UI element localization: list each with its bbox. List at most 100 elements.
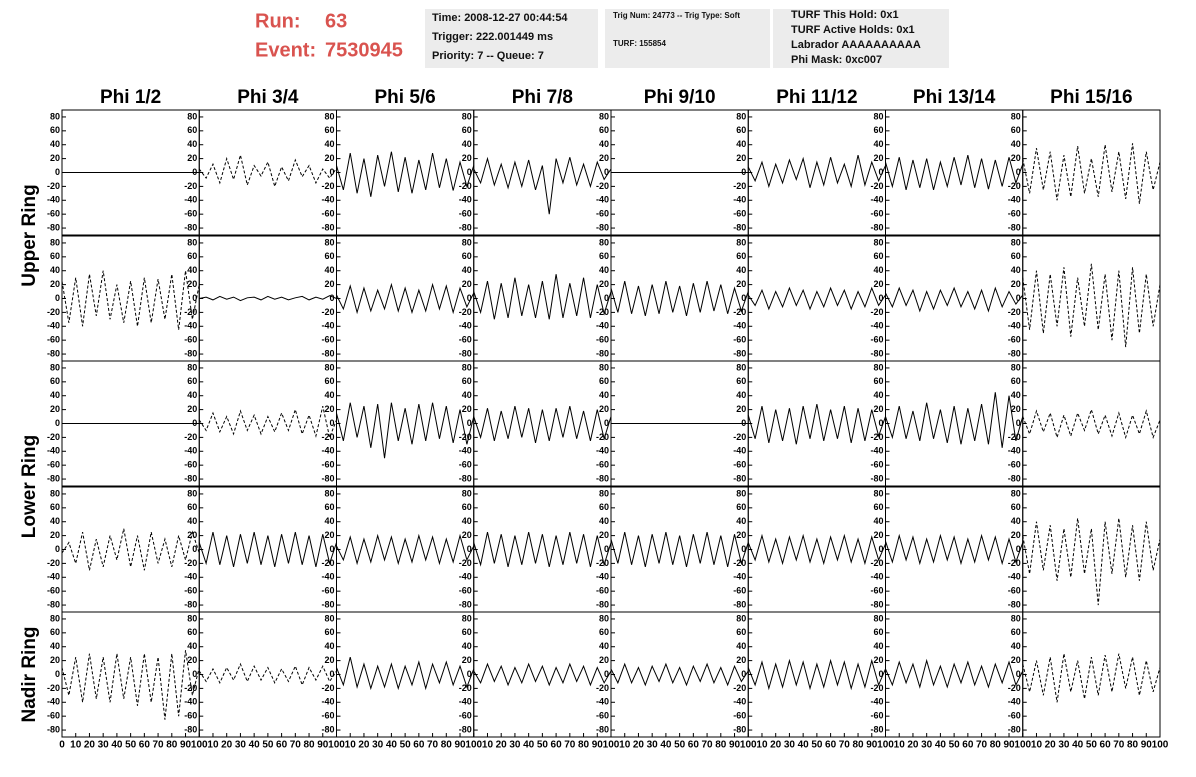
- y-tick-label: 40: [736, 641, 746, 651]
- y-tick-label: 0: [55, 167, 60, 177]
- trig-num: Trig Num: 24773 -- Trig Type: Soft: [613, 11, 740, 20]
- x-tick-label: 70: [153, 740, 165, 751]
- waveform: [747, 286, 886, 311]
- y-tick-label: -80: [870, 724, 883, 734]
- y-tick-label: 0: [741, 167, 746, 177]
- y-tick-label: -60: [184, 460, 197, 470]
- y-tick-label: 60: [187, 251, 197, 261]
- y-tick-label: 20: [324, 279, 334, 289]
- y-tick-label: 20: [50, 153, 60, 163]
- y-tick-label: -40: [870, 572, 883, 582]
- y-tick-label: -20: [47, 181, 60, 191]
- y-tick-label: -80: [321, 599, 334, 609]
- y-tick-label: -60: [870, 586, 883, 596]
- y-tick-label: 20: [873, 404, 883, 414]
- x-tick-label: 10: [894, 740, 906, 751]
- x-tick-label: 40: [249, 740, 261, 751]
- x-tick-label: 50: [400, 740, 412, 751]
- x-tick-label: 10: [482, 740, 494, 751]
- x-tick-label: 30: [372, 740, 384, 751]
- y-tick-label: -60: [870, 460, 883, 470]
- y-tick-label: -20: [321, 307, 334, 317]
- y-tick-label: 40: [599, 139, 609, 149]
- y-tick-label: -20: [733, 307, 746, 317]
- y-tick-label: 0: [1016, 669, 1021, 679]
- y-tick-label: 40: [599, 641, 609, 651]
- waveform: [473, 156, 612, 215]
- y-tick-label: 60: [324, 376, 334, 386]
- y-tick-label: -80: [733, 473, 746, 483]
- waveform: [885, 286, 1024, 313]
- y-tick-label: 20: [599, 279, 609, 289]
- y-tick-label: 80: [1011, 362, 1021, 372]
- y-tick-label: 0: [604, 167, 609, 177]
- column-label: Phi 11/12: [776, 87, 857, 108]
- x-tick-label: 80: [1127, 740, 1139, 751]
- x-tick-label: 70: [976, 740, 988, 751]
- y-tick-label: 0: [1016, 418, 1021, 428]
- y-tick-label: 20: [462, 404, 472, 414]
- y-tick-label: -60: [596, 209, 609, 219]
- y-tick-label: 40: [1011, 516, 1021, 526]
- y-tick-label: -20: [596, 558, 609, 568]
- y-tick-label: -80: [733, 599, 746, 609]
- x-tick-label: 50: [262, 740, 274, 751]
- y-tick-label: -20: [870, 683, 883, 693]
- y-tick-label: -40: [596, 697, 609, 707]
- x-tick-label: 50: [1086, 740, 1098, 751]
- y-tick-label: 80: [736, 362, 746, 372]
- x-tick-label: 20: [221, 740, 233, 751]
- y-tick-label: -60: [733, 711, 746, 721]
- x-tick-label: 30: [921, 740, 933, 751]
- waveform: [473, 532, 612, 567]
- y-tick-label: -80: [870, 599, 883, 609]
- column-label: Phi 9/10: [644, 87, 716, 108]
- y-tick-label: 80: [462, 111, 472, 121]
- x-tick-label: 80: [441, 740, 453, 751]
- y-tick-label: 20: [50, 279, 60, 289]
- y-tick-label: -40: [47, 321, 60, 331]
- x-tick-label: 90: [866, 740, 878, 751]
- y-tick-label: -60: [596, 586, 609, 596]
- y-tick-label: -40: [1008, 697, 1021, 707]
- waveform: [747, 658, 886, 691]
- y-tick-label: 60: [1011, 251, 1021, 261]
- x-tick-label: 80: [166, 740, 178, 751]
- y-tick-label: 0: [878, 544, 883, 554]
- y-tick-label: 40: [873, 139, 883, 149]
- x-tick-label: 80: [578, 740, 590, 751]
- y-tick-label: 80: [1011, 488, 1021, 498]
- y-tick-label: 60: [873, 376, 883, 386]
- y-tick-label: -40: [1008, 195, 1021, 205]
- y-tick-label: 0: [878, 293, 883, 303]
- column-label: Phi 7/8: [512, 87, 573, 108]
- y-tick-label: 20: [599, 655, 609, 665]
- y-tick-label: 60: [873, 125, 883, 135]
- info-box: [425, 9, 598, 68]
- y-tick-label: -60: [47, 335, 60, 345]
- x-tick-label: 10: [619, 740, 631, 751]
- event-number: 7530945: [325, 39, 403, 61]
- row-label: Nadir Ring: [19, 626, 40, 722]
- y-tick-label: 40: [324, 265, 334, 275]
- x-tick-label: 0: [59, 740, 65, 751]
- x-tick-label: 80: [852, 740, 864, 751]
- y-tick-label: 0: [878, 669, 883, 679]
- y-tick-label: 80: [50, 111, 60, 121]
- y-tick-label: -40: [733, 697, 746, 707]
- y-tick-label: 20: [1011, 530, 1021, 540]
- y-tick-label: 20: [599, 153, 609, 163]
- y-tick-label: 20: [599, 530, 609, 540]
- turf-hold: TURF This Hold: 0x1: [791, 9, 899, 21]
- x-tick-label: 70: [839, 740, 851, 751]
- y-tick-label: -40: [596, 446, 609, 456]
- y-tick-label: -60: [459, 586, 472, 596]
- y-tick-label: -60: [733, 586, 746, 596]
- waveform: [336, 402, 475, 459]
- y-tick-label: -80: [47, 724, 60, 734]
- x-tick-label: 20: [1045, 740, 1057, 751]
- y-tick-label: 0: [192, 669, 197, 679]
- y-tick-label: -80: [1008, 473, 1021, 483]
- y-tick-label: -60: [1008, 586, 1021, 596]
- y-tick-label: -20: [733, 683, 746, 693]
